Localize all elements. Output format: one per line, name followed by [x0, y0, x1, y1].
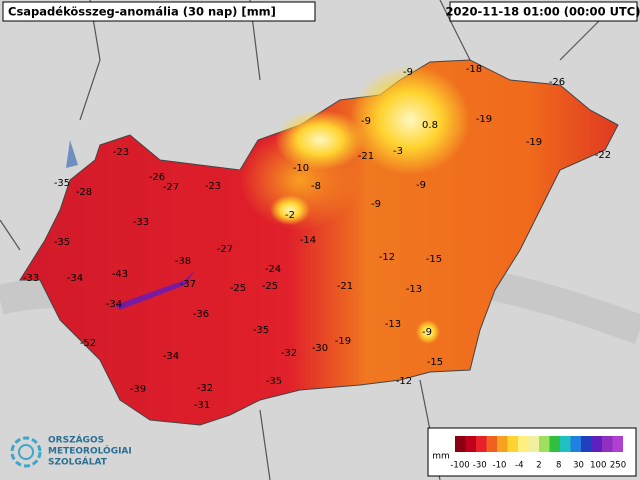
- station-value: -14: [300, 235, 316, 246]
- station-value: -9: [371, 199, 381, 210]
- timestamp-box: [449, 1, 638, 22]
- station-value: -34: [67, 273, 83, 284]
- station-value: -15: [427, 357, 443, 368]
- station-value: -23: [113, 147, 129, 158]
- station-value: -35: [54, 178, 70, 189]
- legend-tick: 250: [610, 461, 626, 471]
- station-value: -35: [253, 325, 269, 336]
- station-value: -33: [133, 217, 149, 228]
- station-value: -23: [205, 181, 221, 192]
- station-value: -10: [293, 163, 309, 174]
- legend-swatch: [497, 436, 508, 452]
- station-value: -15: [426, 254, 442, 265]
- station-value: -30: [312, 343, 328, 354]
- logo-text: ORSZÁGOS: [48, 434, 104, 446]
- legend-swatch: [549, 436, 560, 452]
- field: [275, 110, 365, 170]
- field: [350, 65, 470, 175]
- station-value: -22: [595, 150, 611, 161]
- station-value: -27: [163, 182, 179, 193]
- legend-unit: mm: [432, 452, 450, 462]
- station-value: -21: [358, 151, 374, 162]
- station-value: -9: [422, 327, 432, 338]
- title: Csapadékösszeg-anomália (30 nap) [mm]: [8, 5, 276, 19]
- logo: ORSZÁGOS METEOROLÓGIAI SZOLGÁLAT: [10, 434, 132, 468]
- title-box: [2, 1, 316, 22]
- station-value: -35: [266, 376, 282, 387]
- legend-swatch: [455, 436, 466, 452]
- legend-swatch: [476, 436, 487, 452]
- legend: -100 -30 -10 -4 2 8 30 100 250: [450, 436, 626, 471]
- station-value: -32: [197, 383, 213, 394]
- station-value: -18: [466, 64, 482, 75]
- station-value: -13: [385, 319, 401, 330]
- station-value: -9: [416, 180, 426, 191]
- station-value: -27: [217, 244, 233, 255]
- legend-swatch: [602, 436, 613, 452]
- station-value: -12: [379, 252, 395, 263]
- station-value: -28: [76, 187, 92, 198]
- legend-tick: 8: [556, 461, 561, 471]
- station-value: -26: [149, 172, 165, 183]
- legend-swatch: [560, 436, 571, 452]
- station-value: -13: [406, 284, 422, 295]
- legend-tick: -4: [515, 461, 523, 471]
- station-value: -36: [193, 309, 209, 320]
- station-value: -21: [337, 281, 353, 292]
- station-value: -19: [526, 137, 542, 148]
- legend-swatch: [612, 436, 623, 452]
- legend-swatch: [591, 436, 602, 452]
- station-value: -25: [262, 281, 278, 292]
- station-value: -37: [180, 279, 196, 290]
- balaton: [115, 270, 195, 310]
- legend-tick: 2: [536, 461, 541, 471]
- stations: -9 -18-26-19-9 0.8-19-22-23 -21 -3-35-26-27-…: [23, 64, 611, 411]
- legend-tick: 30: [573, 461, 584, 471]
- station-value: -32: [281, 348, 297, 359]
- hungary: [19, 59, 619, 426]
- timestamp: 2020-11-18 01:00 (00:00 UTC): [446, 5, 640, 19]
- station-value: -25: [230, 283, 246, 294]
- station-value: -31: [194, 400, 210, 411]
- station-value: -19: [476, 114, 492, 125]
- station-value: -34: [106, 299, 122, 310]
- station-value: -34: [163, 351, 179, 362]
- legend-tick: 100: [590, 461, 606, 471]
- station-value: -39: [130, 384, 146, 395]
- station-value: -19: [335, 336, 351, 347]
- station-value: -43: [112, 269, 128, 280]
- logo-text: METEOROLÓGIAI: [48, 445, 132, 457]
- station-value: -12: [396, 376, 412, 387]
- station-value: -3: [393, 146, 403, 157]
- station-value: -52: [80, 338, 96, 349]
- station-value: -33: [23, 273, 39, 284]
- station-value: -8: [311, 181, 321, 192]
- station-value: -35: [54, 237, 70, 248]
- lake: [66, 140, 78, 168]
- station-value: -9: [361, 116, 371, 127]
- legend-swatch: [507, 436, 518, 452]
- legend-swatch: [570, 436, 581, 452]
- legend-swatch: [539, 436, 550, 452]
- station-value: -2: [285, 210, 295, 221]
- field: [270, 195, 310, 225]
- station-value: -24: [265, 264, 281, 275]
- legend-tick: -100: [450, 461, 469, 471]
- field: [416, 320, 440, 344]
- legend-swatch: [486, 436, 497, 452]
- station-value: -38: [175, 256, 191, 267]
- station-value: -26: [549, 77, 565, 88]
- borders: [0, 0, 601, 480]
- logo-text: SZOLGÁLAT: [48, 456, 108, 468]
- station-value: 0.8: [422, 120, 438, 131]
- legend-swatch: [465, 436, 476, 452]
- legend-swatch: [518, 436, 529, 452]
- legend-swatch: [581, 436, 592, 452]
- legend-tick: -10: [493, 461, 507, 471]
- station-value: -9: [403, 67, 413, 78]
- legend-swatch: [528, 436, 539, 452]
- legend-tick: -30: [473, 461, 487, 471]
